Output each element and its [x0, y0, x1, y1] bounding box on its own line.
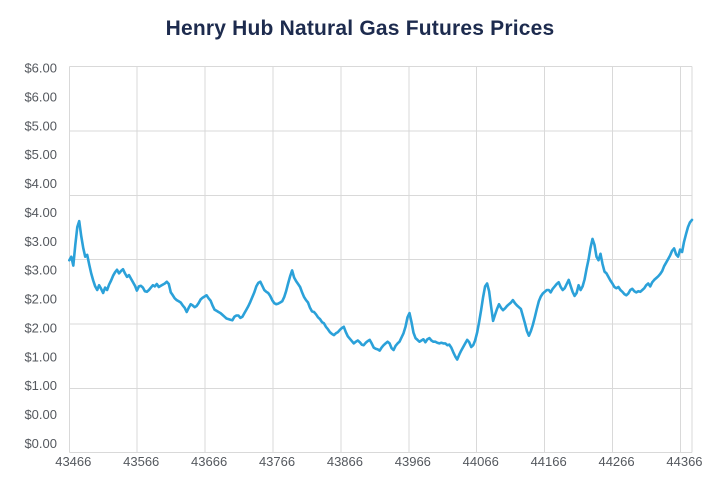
chart-title: Henry Hub Natural Gas Futures Prices	[165, 17, 555, 40]
y-axis-tick-label: $6.00	[24, 89, 57, 104]
x-axis-tick-label: 44366	[666, 454, 702, 469]
y-axis-tick-label: $1.00	[24, 378, 57, 393]
y-axis-tick-label: $2.00	[24, 292, 57, 307]
y-axis-tick-label: $4.00	[24, 205, 57, 220]
y-axis-tick-label: $5.00	[24, 147, 57, 162]
y-axis-tick-label: $0.00	[24, 436, 57, 451]
y-axis-tick-label: $3.00	[24, 263, 57, 278]
y-axis-tick-label: $0.00	[24, 407, 57, 422]
x-axis-tick-label: 43766	[259, 454, 295, 469]
x-axis-tick-label: 43466	[55, 454, 91, 469]
x-axis-tick-label: 44066	[463, 454, 499, 469]
price-line-series	[68, 218, 694, 361]
x-axis-tick-label: 43866	[327, 454, 363, 469]
y-axis-tick-label: $6.00	[24, 61, 57, 76]
x-axis-tick-label: 43966	[395, 454, 431, 469]
y-axis-tick-label: $5.00	[24, 118, 57, 133]
x-axis-tick-label: 44266	[598, 454, 634, 469]
y-axis-tick-label: $1.00	[24, 349, 57, 364]
x-axis-tick-label: 43666	[191, 454, 227, 469]
y-axis-tick-label: $4.00	[24, 176, 57, 191]
y-axis-tick-label: $3.00	[24, 234, 57, 249]
x-axis-tick-label: 43566	[123, 454, 159, 469]
x-axis-tick-label: 44166	[531, 454, 567, 469]
y-axis-tick-label: $2.00	[24, 320, 57, 335]
